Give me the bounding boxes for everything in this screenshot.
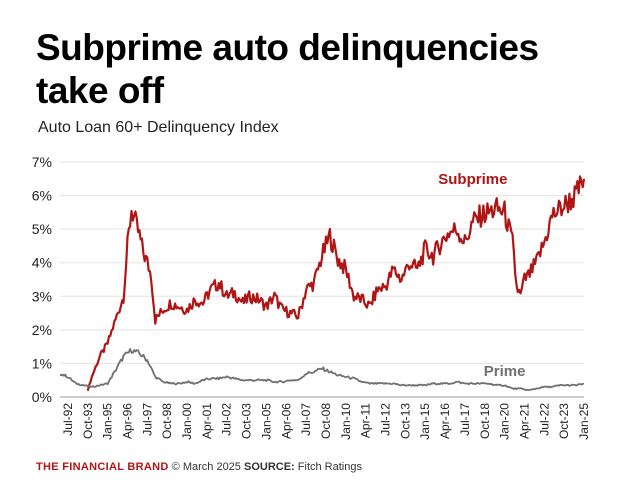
x-tick-label: Apr-96	[120, 403, 134, 439]
series-labels: Subprime Prime	[438, 171, 525, 380]
y-tick-label: 5%	[32, 221, 52, 237]
x-tick-label: Oct-03	[240, 403, 254, 439]
y-tick-label: 3%	[32, 288, 52, 304]
x-tick-label: Apr-21	[517, 403, 531, 439]
x-tick-label: Jan-15	[418, 403, 432, 440]
footer-date: © March 2025	[171, 461, 241, 473]
y-tick-label: 4%	[32, 255, 52, 271]
x-tick-label: Apr-11	[359, 403, 373, 438]
x-tick-label: Oct-93	[81, 403, 95, 439]
x-tick-label: Jul-17	[458, 403, 472, 436]
y-tick-label: 6%	[32, 188, 52, 204]
x-tick-label: Jul-12	[379, 403, 393, 436]
series-line-prime	[59, 348, 585, 392]
gridlines	[60, 161, 584, 398]
x-axis-tick-labels: Jul-92 Oct-93 Jan-95 Apr-96 Jul-97 Oct-98 Jan-…	[61, 403, 591, 440]
y-tick-label: 7%	[32, 154, 52, 170]
x-tick-label: Oct-18	[478, 403, 492, 439]
y-tick-label: 1%	[32, 355, 52, 371]
x-tick-label: Apr-16	[438, 403, 452, 439]
prime-label: Prime	[484, 363, 526, 380]
series-line-subprime	[86, 175, 586, 391]
chart-subtitle: Auto Loan 60+ Delinquency Index	[38, 119, 279, 136]
y-tick-label: 0%	[32, 389, 52, 405]
chart-title: Subprime auto delinquencies take off	[36, 27, 539, 111]
footer: THE FINANCIAL BRAND © March 2025 SOURCE:…	[36, 461, 362, 473]
delinquency-line-chart: 0% 1% 2% 3% 4% 5% 6% 7% Jul-92 Oct-93 Jan-95 Apr-9…	[32, 154, 591, 440]
x-tick-label: Jan-10	[339, 403, 353, 440]
brand-logo-text: THE FINANCIAL BRAND	[36, 461, 169, 473]
x-tick-label: Apr-06	[279, 403, 293, 439]
source-name: Fitch Ratings	[297, 461, 362, 473]
x-tick-label: Jan-20	[498, 403, 512, 440]
x-tick-label: Jul-07	[299, 403, 313, 436]
x-tick-label: Jul-92	[61, 403, 75, 436]
x-tick-label: Oct-13	[398, 403, 412, 439]
x-tick-label: Jan-00	[180, 403, 194, 440]
y-tick-label: 2%	[32, 322, 52, 338]
x-tick-label: Oct-98	[160, 403, 174, 439]
series-lines	[59, 175, 586, 392]
source-label: SOURCE:	[243, 461, 295, 473]
x-tick-label: Jul-22	[537, 403, 551, 436]
x-tick-label: Jan-05	[259, 403, 273, 440]
x-tick-label: Jan-25	[577, 403, 591, 440]
x-tick-label: Jul-02	[220, 403, 234, 436]
x-tick-label: Apr-01	[200, 403, 214, 439]
x-tick-label: Jul-97	[140, 403, 154, 436]
x-tick-label: Oct-23	[557, 403, 571, 439]
y-axis-tick-labels: 0% 1% 2% 3% 4% 5% 6% 7%	[32, 154, 52, 405]
x-tick-label: Jan-95	[101, 403, 115, 440]
x-tick-label: Oct-08	[319, 403, 333, 439]
subprime-label: Subprime	[438, 171, 507, 188]
